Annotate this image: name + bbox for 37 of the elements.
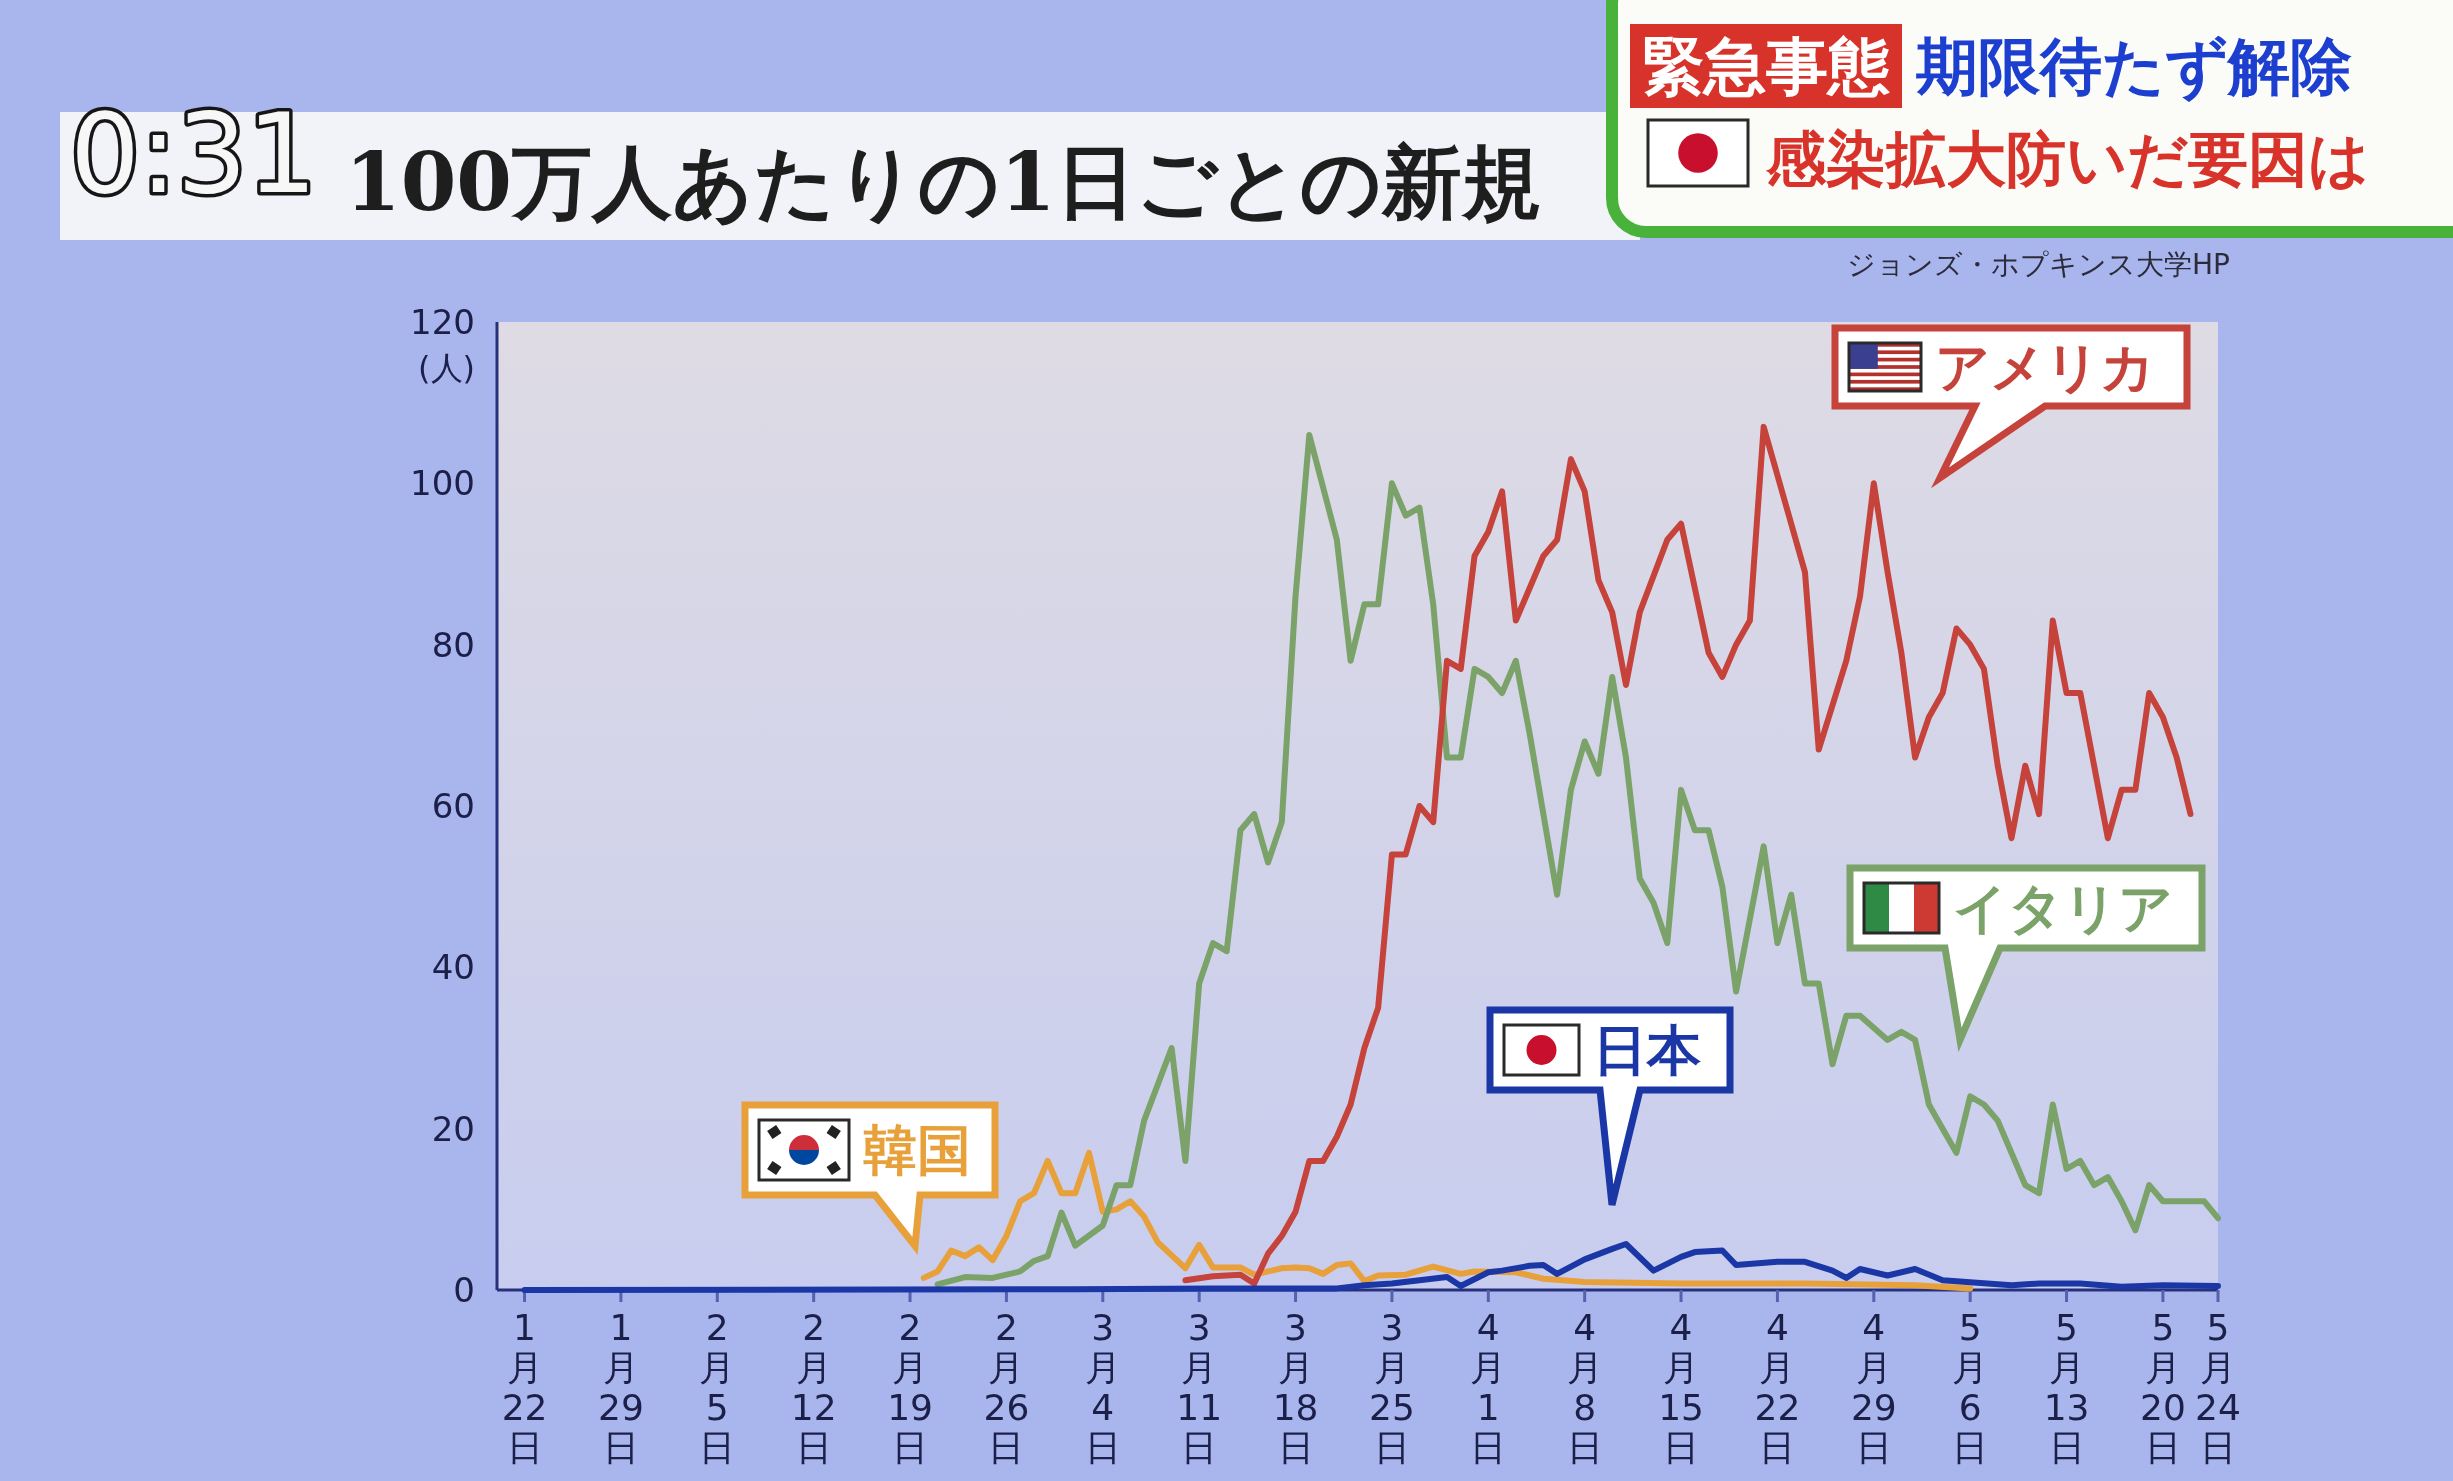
x-tick-label: 3月11日 bbox=[1176, 1307, 1223, 1468]
x-tick-label: 5月20日 bbox=[2140, 1307, 2186, 1468]
x-tick-label: 4月8日 bbox=[1566, 1307, 1603, 1468]
x-tick-label: 2月26日 bbox=[983, 1307, 1030, 1468]
text: 感染拡大防いだ要因は bbox=[1765, 124, 2369, 194]
x-tick-label: 1月29日 bbox=[598, 1307, 644, 1468]
text: ジョンズ・ホプキンス大学HP bbox=[1847, 248, 2230, 281]
x-tick-label: 3月25日 bbox=[1369, 1307, 1415, 1468]
x-tick-label: 3月18日 bbox=[1272, 1307, 1319, 1468]
x-tick-label: 1月22日 bbox=[501, 1307, 548, 1468]
x-tick-label: 5月13日 bbox=[2043, 1307, 2090, 1468]
x-tick-label: 4月15日 bbox=[1658, 1307, 1704, 1468]
y-tick-label: 60 bbox=[431, 786, 475, 826]
y-axis-title: (人) bbox=[418, 349, 475, 387]
series-label: アメリカ bbox=[1935, 335, 2155, 399]
series-label: 韓国 bbox=[863, 1118, 971, 1182]
chart-title: 100万人あたりの1日ごとの新規 bbox=[345, 135, 1542, 229]
x-tick-label: 5月6日 bbox=[1952, 1307, 1989, 1468]
y-tick-label: 40 bbox=[431, 947, 475, 988]
text: 0:31 bbox=[70, 90, 318, 218]
y-tick-label: 20 bbox=[431, 1108, 475, 1149]
x-tick-label: 2月5日 bbox=[699, 1307, 736, 1468]
text: 日本 bbox=[1593, 1018, 1701, 1082]
x-tick-label: 4月1日 bbox=[1470, 1307, 1507, 1468]
y-tick-label: 120 bbox=[410, 302, 475, 342]
legend-label: イタリア bbox=[1953, 876, 2173, 940]
y-tick-label: 0 bbox=[453, 1270, 475, 1310]
x-tick-label: 3月4日 bbox=[1084, 1307, 1121, 1468]
x-tick-label: 2月12日 bbox=[790, 1307, 837, 1468]
x-tick-label: 5月24日 bbox=[2195, 1307, 2241, 1468]
x-tick-label: 4月22日 bbox=[1754, 1307, 1801, 1468]
x-tick-label: 2月19日 bbox=[887, 1307, 933, 1468]
x-tick-label: 4月29日 bbox=[1850, 1307, 1897, 1468]
text: 緊急事態 bbox=[1642, 30, 1890, 103]
y-tick-label: 100 bbox=[410, 463, 475, 504]
y-tick-label: 80 bbox=[431, 624, 475, 665]
text: 期限待たず解除 bbox=[1916, 30, 2352, 103]
